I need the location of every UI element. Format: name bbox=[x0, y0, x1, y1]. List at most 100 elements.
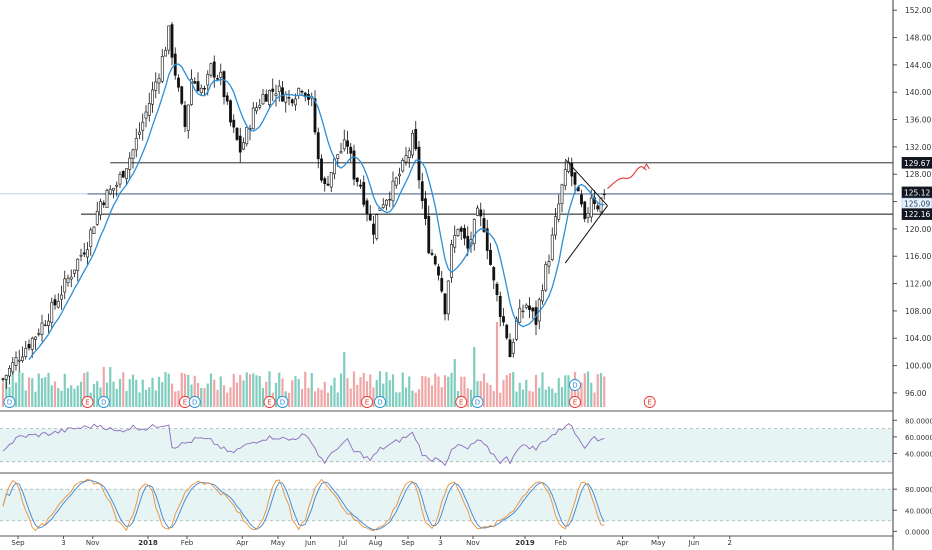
candle-body bbox=[362, 182, 366, 205]
volume-bar bbox=[330, 385, 333, 407]
candle-body bbox=[92, 226, 96, 234]
candle-body bbox=[183, 105, 187, 127]
volume-bar bbox=[300, 388, 304, 407]
volume-bar bbox=[339, 373, 343, 407]
volume-bar bbox=[174, 391, 177, 407]
time-tick-label: May bbox=[271, 539, 285, 547]
volume-bar bbox=[320, 389, 323, 407]
triangle-upper-line bbox=[564, 158, 608, 206]
volume-bar bbox=[167, 373, 170, 407]
candle-body bbox=[420, 181, 424, 201]
volume-bar bbox=[255, 375, 258, 407]
earnings-marker bbox=[361, 396, 373, 408]
volume-bar bbox=[349, 388, 352, 407]
volume-bar bbox=[421, 376, 424, 407]
candle-body bbox=[251, 107, 255, 130]
candle-body bbox=[450, 243, 453, 278]
volume-bar bbox=[489, 384, 492, 407]
candle-body bbox=[573, 172, 577, 185]
candle-body bbox=[144, 111, 148, 119]
volume-bar bbox=[482, 373, 486, 407]
candle-body bbox=[339, 151, 343, 154]
volume-bar bbox=[564, 375, 567, 407]
candle-body bbox=[560, 184, 564, 204]
volume-bar bbox=[521, 389, 525, 407]
volume-bar bbox=[122, 372, 125, 407]
volume-bar bbox=[18, 371, 21, 407]
candle-body bbox=[336, 154, 340, 159]
volume-bar bbox=[206, 383, 209, 407]
candle-body bbox=[417, 146, 421, 181]
volume-bar bbox=[229, 387, 232, 407]
time-tick-label: 3 bbox=[61, 539, 65, 547]
candle-body bbox=[50, 302, 54, 323]
volume-bar bbox=[326, 392, 330, 407]
candle-body bbox=[482, 218, 486, 232]
time-tick-label: Aug bbox=[369, 539, 383, 547]
volume-bar bbox=[447, 376, 450, 407]
volume-bar bbox=[222, 385, 226, 407]
volume-bar bbox=[469, 389, 473, 407]
price-label: 122.16 bbox=[904, 210, 930, 219]
volume-bar bbox=[375, 379, 378, 407]
dividend-marker bbox=[471, 396, 484, 408]
volume-bar bbox=[261, 387, 265, 407]
candle-body bbox=[398, 173, 401, 177]
volume-bar bbox=[24, 390, 27, 407]
volume-bar bbox=[50, 385, 53, 407]
candle-body bbox=[365, 200, 369, 214]
candle-body bbox=[258, 104, 262, 108]
volume-bar bbox=[343, 352, 346, 407]
candle-body bbox=[294, 98, 297, 106]
volume-bar bbox=[603, 376, 606, 407]
price-tick-label: 132.00 bbox=[905, 143, 931, 152]
rsi-line bbox=[2, 423, 605, 467]
volume-bar bbox=[44, 377, 47, 407]
volume-bar bbox=[531, 391, 534, 407]
volume-bar bbox=[534, 374, 538, 407]
candle-body bbox=[89, 229, 93, 247]
time-tick-label: Apr bbox=[616, 539, 628, 547]
candle-body bbox=[115, 184, 119, 187]
candle-body bbox=[281, 87, 284, 102]
dividend-marker bbox=[569, 379, 581, 391]
volume-bar bbox=[112, 381, 115, 407]
candle-body bbox=[95, 210, 99, 225]
candle-body bbox=[404, 155, 408, 163]
volume-bar bbox=[196, 382, 200, 407]
candle-body bbox=[583, 201, 587, 220]
candle-body bbox=[245, 127, 249, 145]
dividend-marker-label: D bbox=[7, 399, 12, 407]
volume-bar bbox=[544, 389, 547, 407]
volume-bar bbox=[333, 377, 336, 407]
volume-bar bbox=[557, 378, 560, 407]
candle-body bbox=[164, 49, 167, 57]
dividend-marker bbox=[188, 396, 201, 408]
candle-body bbox=[8, 368, 11, 377]
volume-bar bbox=[248, 374, 252, 407]
candle-body bbox=[190, 78, 193, 105]
volume-bar bbox=[466, 388, 469, 407]
candle-body bbox=[433, 256, 437, 265]
volume-bar bbox=[411, 390, 414, 407]
volume-bar bbox=[105, 382, 109, 407]
candle-body bbox=[138, 131, 141, 135]
candle-body bbox=[121, 170, 125, 178]
volume-bar bbox=[203, 388, 206, 407]
candle-body bbox=[43, 324, 47, 327]
volume-bar bbox=[31, 378, 34, 407]
stochastic-tick-label: 0.0000 bbox=[905, 528, 930, 536]
volume-bar bbox=[131, 374, 135, 407]
time-tick-label: Jun bbox=[304, 539, 316, 547]
candle-body bbox=[437, 266, 440, 276]
stochastic-band bbox=[0, 489, 893, 521]
volume-bar bbox=[437, 376, 440, 407]
candle-body bbox=[570, 162, 574, 177]
price-tick-label: 144.00 bbox=[905, 61, 931, 70]
volume-bar bbox=[590, 382, 593, 407]
candle-body bbox=[216, 78, 219, 80]
candle-body bbox=[47, 320, 50, 326]
volume-bar bbox=[515, 391, 518, 407]
candle-body bbox=[472, 219, 476, 244]
volume-bar bbox=[219, 376, 222, 407]
